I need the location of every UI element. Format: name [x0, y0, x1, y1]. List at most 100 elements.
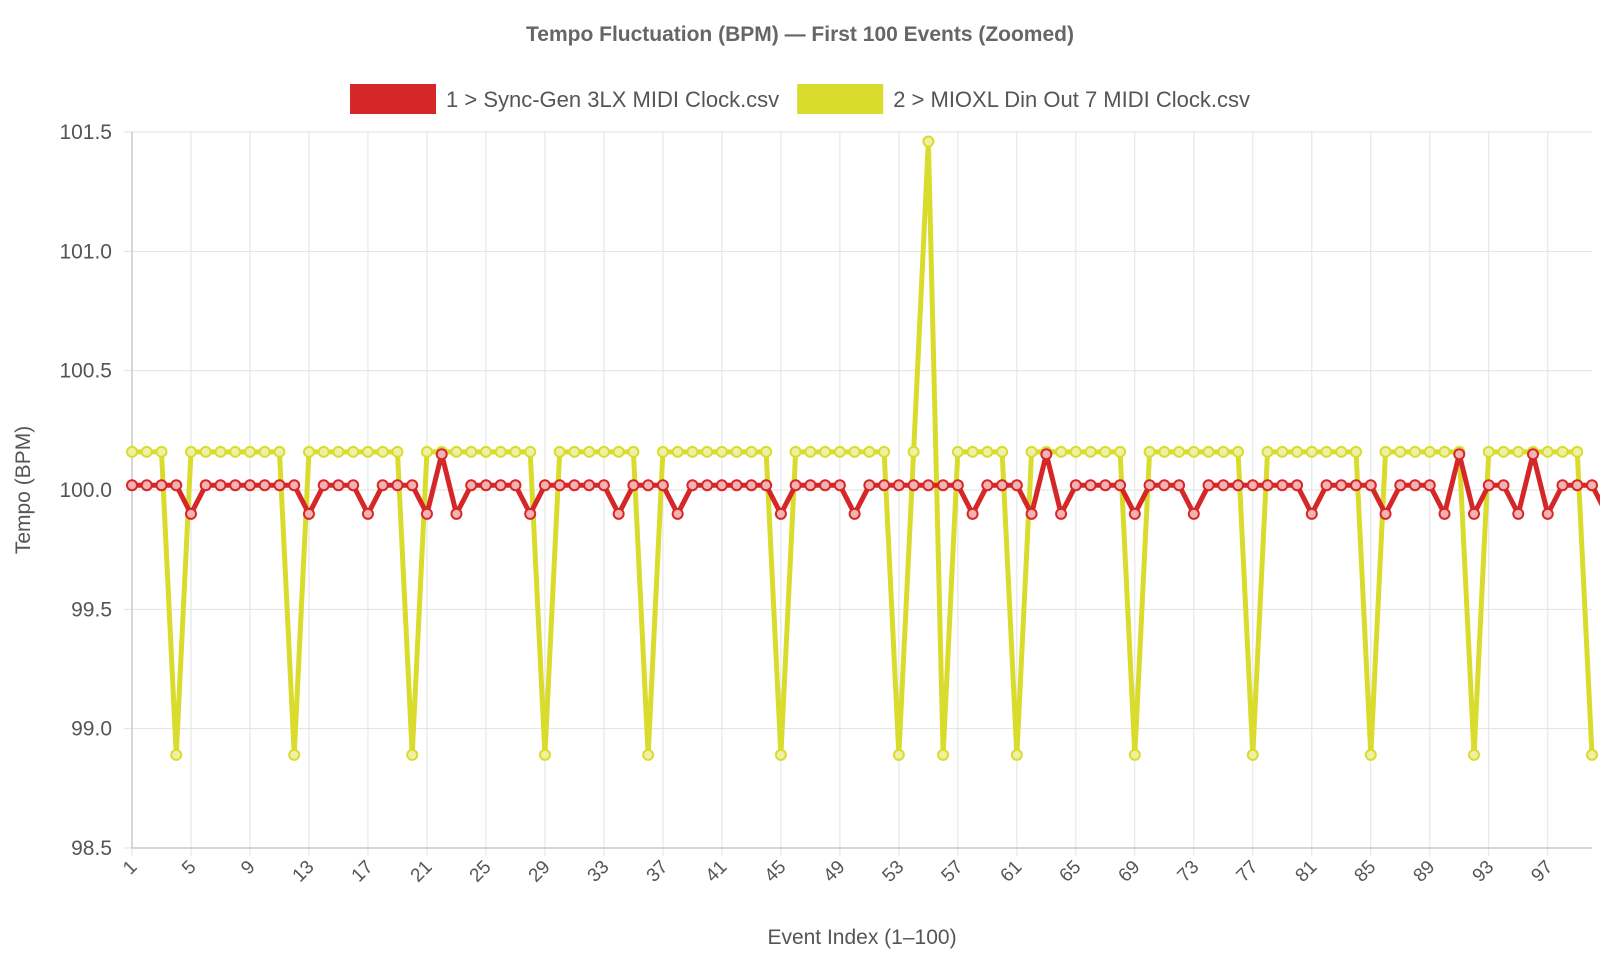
- data-point[interactable]: [1246, 479, 1259, 492]
- data-point[interactable]: [465, 445, 478, 458]
- data-point[interactable]: [229, 479, 242, 492]
- data-point[interactable]: [996, 479, 1009, 492]
- data-point[interactable]: [656, 445, 669, 458]
- data-point[interactable]: [1379, 507, 1392, 520]
- data-point[interactable]: [1276, 445, 1289, 458]
- data-point[interactable]: [1025, 445, 1038, 458]
- data-point[interactable]: [258, 445, 271, 458]
- data-point[interactable]: [1335, 479, 1348, 492]
- data-point[interactable]: [1468, 748, 1481, 761]
- data-point[interactable]: [1173, 479, 1186, 492]
- data-point[interactable]: [1527, 448, 1540, 461]
- data-point[interactable]: [1556, 479, 1569, 492]
- data-point[interactable]: [538, 479, 551, 492]
- data-point[interactable]: [996, 445, 1009, 458]
- data-point[interactable]: [833, 445, 846, 458]
- data-point[interactable]: [907, 479, 920, 492]
- data-point[interactable]: [568, 479, 581, 492]
- data-point[interactable]: [715, 479, 728, 492]
- data-point[interactable]: [774, 748, 787, 761]
- data-point[interactable]: [170, 748, 183, 761]
- data-point[interactable]: [1055, 507, 1068, 520]
- data-point[interactable]: [258, 479, 271, 492]
- data-point[interactable]: [170, 479, 183, 492]
- data-point[interactable]: [760, 479, 773, 492]
- data-point[interactable]: [1305, 507, 1318, 520]
- data-point[interactable]: [1010, 748, 1023, 761]
- data-point[interactable]: [494, 445, 507, 458]
- data-point[interactable]: [1541, 445, 1554, 458]
- data-point[interactable]: [878, 479, 891, 492]
- data-point[interactable]: [361, 445, 374, 458]
- data-point[interactable]: [937, 748, 950, 761]
- data-point[interactable]: [332, 445, 345, 458]
- data-point[interactable]: [155, 445, 168, 458]
- data-point[interactable]: [1187, 445, 1200, 458]
- data-point[interactable]: [1482, 445, 1495, 458]
- data-point[interactable]: [1468, 507, 1481, 520]
- data-point[interactable]: [1320, 445, 1333, 458]
- data-point[interactable]: [1438, 445, 1451, 458]
- data-point[interactable]: [1128, 748, 1141, 761]
- data-point[interactable]: [760, 445, 773, 458]
- data-point[interactable]: [1084, 445, 1097, 458]
- data-point[interactable]: [1128, 507, 1141, 520]
- data-point[interactable]: [656, 479, 669, 492]
- data-point[interactable]: [1394, 479, 1407, 492]
- data-point[interactable]: [391, 479, 404, 492]
- data-point[interactable]: [568, 445, 581, 458]
- data-point[interactable]: [243, 479, 256, 492]
- data-point[interactable]: [199, 445, 212, 458]
- data-point[interactable]: [184, 445, 197, 458]
- data-point[interactable]: [199, 479, 212, 492]
- data-point[interactable]: [1364, 479, 1377, 492]
- data-point[interactable]: [1586, 479, 1598, 492]
- data-point[interactable]: [1291, 445, 1304, 458]
- data-point[interactable]: [1497, 445, 1510, 458]
- data-point[interactable]: [863, 445, 876, 458]
- data-point[interactable]: [583, 445, 596, 458]
- data-point[interactable]: [1556, 445, 1569, 458]
- data-point[interactable]: [1025, 507, 1038, 520]
- data-point[interactable]: [243, 445, 256, 458]
- data-point[interactable]: [892, 748, 905, 761]
- legend-item-2[interactable]: 2 > MIOXL Din Out 7 MIDI Clock.csv: [797, 84, 1250, 114]
- data-point[interactable]: [1571, 479, 1584, 492]
- data-point[interactable]: [848, 445, 861, 458]
- data-point[interactable]: [745, 479, 758, 492]
- data-point[interactable]: [435, 448, 448, 461]
- data-point[interactable]: [597, 445, 610, 458]
- data-point[interactable]: [376, 479, 389, 492]
- data-point[interactable]: [951, 445, 964, 458]
- data-point[interactable]: [981, 445, 994, 458]
- data-point[interactable]: [465, 479, 478, 492]
- data-point[interactable]: [420, 445, 433, 458]
- data-point[interactable]: [1291, 479, 1304, 492]
- data-point[interactable]: [819, 479, 832, 492]
- data-point[interactable]: [878, 445, 891, 458]
- data-point[interactable]: [1099, 479, 1112, 492]
- data-point[interactable]: [701, 445, 714, 458]
- data-point[interactable]: [671, 507, 684, 520]
- data-point[interactable]: [892, 479, 905, 492]
- data-point[interactable]: [524, 507, 537, 520]
- data-point[interactable]: [583, 479, 596, 492]
- data-point[interactable]: [302, 445, 315, 458]
- data-point[interactable]: [1084, 479, 1097, 492]
- data-point[interactable]: [1512, 445, 1525, 458]
- data-point[interactable]: [288, 748, 301, 761]
- data-point[interactable]: [804, 445, 817, 458]
- data-point[interactable]: [1482, 479, 1495, 492]
- data-point[interactable]: [509, 479, 522, 492]
- data-point[interactable]: [863, 479, 876, 492]
- data-point[interactable]: [922, 135, 935, 148]
- data-point[interactable]: [1350, 445, 1363, 458]
- data-point[interactable]: [214, 445, 227, 458]
- data-point[interactable]: [833, 479, 846, 492]
- data-point[interactable]: [140, 445, 153, 458]
- data-point[interactable]: [376, 445, 389, 458]
- data-point[interactable]: [627, 445, 640, 458]
- data-point[interactable]: [553, 479, 566, 492]
- data-point[interactable]: [406, 748, 419, 761]
- data-point[interactable]: [966, 445, 979, 458]
